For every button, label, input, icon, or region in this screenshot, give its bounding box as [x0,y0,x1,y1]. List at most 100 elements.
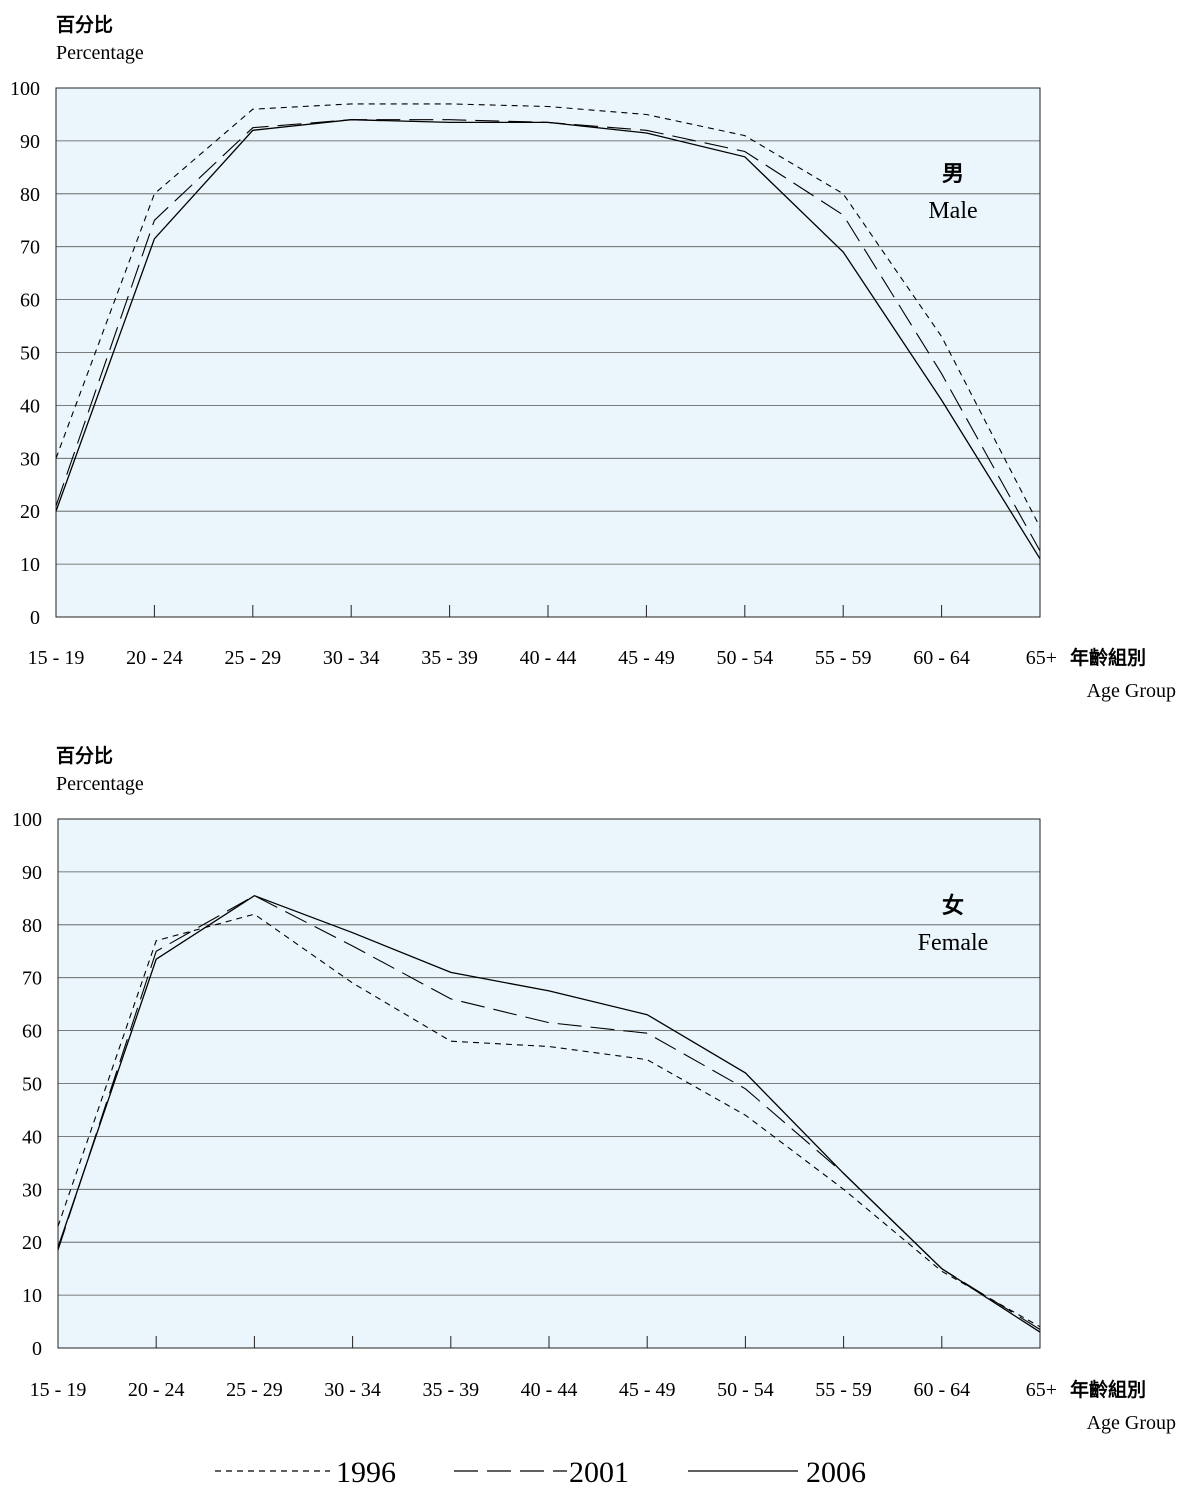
x-tick-label: 40 - 44 [520,647,577,669]
data-point-2006 [155,958,157,960]
x-tick-label: 20 - 24 [126,647,183,669]
x-tick-label: 30 - 34 [323,647,380,669]
data-point-2001 [450,998,452,1000]
data-point-1996 [744,135,746,137]
data-point-1996 [646,114,648,116]
data-point-2001 [55,505,57,507]
y-tick-label: 40 [22,1126,42,1148]
data-point-2006 [55,510,57,512]
data-point-1996 [155,940,157,942]
data-point-2006 [941,1268,943,1270]
y-tick-label: 100 [12,809,42,831]
legend-label-2006: 2006 [806,1456,866,1489]
x-tick-label: 55 - 59 [815,647,872,669]
data-point-1996 [1039,1326,1041,1328]
y-tick-label: 90 [22,862,42,884]
data-point-2006 [646,1014,648,1016]
data-point-1996 [449,103,451,105]
data-point-2006 [1039,558,1041,560]
data-point-2001 [1039,1329,1041,1331]
y-tick-label: 30 [20,448,40,470]
y-tick-label: 80 [20,184,40,206]
chart-panel-female: 0 10 20 30 40 50 60 70 80 90 100 15 - 19 20 - 24 25 -… [12,745,1176,1434]
data-point-2001 [646,1032,648,1034]
x-tick-label: 60 - 64 [913,647,970,669]
y-tick-label: 70 [22,968,42,990]
x-tick-label: 45 - 49 [619,1379,676,1401]
y-tick-label: 30 [22,1179,42,1201]
data-point-2006 [254,895,256,897]
data-point-1996 [842,193,844,195]
x-tick-label: 50 - 54 [716,647,773,669]
data-point-2001 [154,219,156,221]
data-point-2001 [646,130,648,132]
data-point-1996 [843,1189,845,1191]
legend: 1996 2001 2006 [215,1456,866,1489]
data-point-2006 [547,122,549,124]
data-point-2006 [646,132,648,134]
legend-label-2001: 2001 [569,1456,629,1489]
x-axis-title-zh: 年齡組別 [1070,1378,1146,1401]
data-point-1996 [941,1270,943,1272]
x-tick-label: 25 - 29 [226,1379,283,1401]
data-point-2001 [548,1022,550,1024]
x-tick-label: 60 - 64 [913,1379,970,1401]
y-axis-title-zh: 百分比 [56,14,113,36]
legend-label-1996: 1996 [336,1456,396,1489]
y-tick-label: 100 [10,78,40,100]
y-tick-label: 60 [20,290,40,312]
x-axis-title-en: Age Group [1087,1412,1176,1434]
panel-label-en: Female [918,930,989,956]
x-tick-label: 50 - 54 [717,1379,774,1401]
y-tick-label: 10 [22,1285,42,1307]
chart-panel-male: 0 10 20 30 40 50 60 70 80 90 100 15 - 19 20 - 24 25 -… [10,14,1176,702]
data-point-2001 [745,1088,747,1090]
data-point-2006 [744,156,746,158]
panel-label-zh: 男 [942,162,964,187]
y-tick-label: 70 [20,237,40,259]
y-tick-label: 80 [22,915,42,937]
x-tick-label: 40 - 44 [521,1379,578,1401]
data-point-2001 [57,1249,59,1251]
x-tick-label: 25 - 29 [224,647,281,669]
y-tick-label: 20 [20,501,40,523]
data-point-2006 [252,130,254,132]
data-point-1996 [646,1059,648,1061]
data-point-1996 [252,108,254,110]
data-point-1996 [548,1046,550,1048]
data-point-2006 [842,251,844,253]
data-point-1996 [154,193,156,195]
data-point-2001 [1039,550,1041,552]
x-tick-label: 35 - 39 [422,1379,479,1401]
x-tick-label: 55 - 59 [815,1379,872,1401]
data-point-2006 [745,1072,747,1074]
panel-label-zh: 女 [942,893,964,919]
x-tick-label: 35 - 39 [421,647,478,669]
series-line-1996 [55,103,1041,528]
y-tick-label: 0 [30,607,40,629]
data-point-1996 [350,103,352,105]
panel-label-en: Male [928,198,977,224]
data-point-2001 [252,127,254,129]
data-point-2006 [57,1247,59,1249]
x-tick-label: 65+ [1026,647,1057,669]
data-point-1996 [941,336,943,338]
data-point-1996 [547,106,549,108]
data-point-1996 [55,458,57,460]
data-point-2006 [352,932,354,934]
data-point-2001 [155,950,157,952]
y-tick-label: 10 [20,554,40,576]
data-point-2006 [941,399,943,401]
data-point-2001 [744,151,746,153]
data-point-2006 [154,238,156,240]
x-tick-label: 65+ [1026,1379,1057,1401]
y-axis-title-en: Percentage [56,773,144,795]
series-line-2006 [55,119,1041,560]
x-axis-title-en: Age Group [1087,680,1176,702]
y-tick-label: 20 [22,1232,42,1254]
y-tick-label: 90 [20,131,40,153]
data-point-1996 [1039,526,1041,528]
data-point-1996 [57,1226,59,1228]
y-tick-label: 40 [20,395,40,417]
